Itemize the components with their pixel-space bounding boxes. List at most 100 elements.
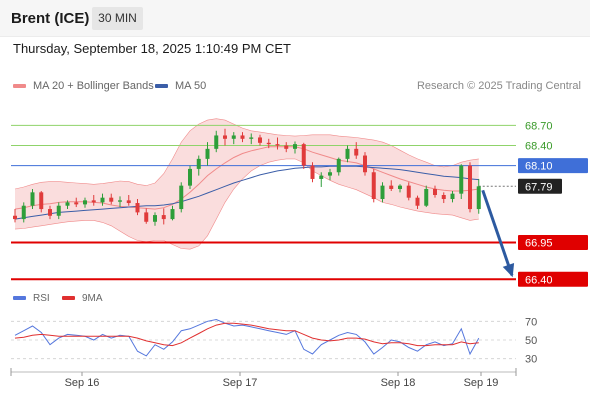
candle: [196, 155, 201, 176]
candle-body: [249, 137, 254, 139]
price-tag-67-79: [518, 178, 562, 194]
legend-label: 9MA: [82, 293, 103, 304]
candle-body: [433, 188, 437, 196]
candle-body: [91, 200, 96, 203]
candle-body: [231, 135, 236, 139]
candle: [441, 192, 446, 204]
rsi-ma-line: [14, 322, 479, 347]
legend-9ma: 9MA: [62, 293, 103, 304]
candle: [74, 197, 79, 208]
candle-body: [205, 148, 210, 159]
candle-body: [179, 185, 184, 210]
candle-body: [240, 135, 245, 139]
legend-ma20-bollinger: MA 20 + Bollinger Bands: [13, 80, 154, 92]
timestamp: Thursday, September 18, 2025 1:10:49 PM …: [13, 41, 291, 56]
rsi-swatch: [13, 296, 26, 301]
candle-body: [345, 148, 350, 159]
price-label-67-79: 67.79: [525, 181, 553, 193]
candle-body: [30, 192, 35, 206]
candle: [258, 134, 262, 146]
bollinger-band: [15, 118, 479, 250]
candle: [91, 195, 96, 206]
9ma-swatch: [62, 296, 75, 301]
candle-body: [74, 202, 79, 205]
candle-body: [56, 205, 61, 216]
candle: [205, 142, 210, 166]
candle: [153, 212, 157, 226]
candle: [135, 199, 140, 216]
candle-body: [441, 195, 446, 200]
candle: [249, 133, 254, 145]
candle-body: [398, 185, 402, 189]
candle-body: [284, 145, 289, 149]
candle-body: [310, 165, 315, 179]
candle-body: [415, 197, 420, 206]
candle-body: [196, 158, 201, 169]
price-label-66-40: 66.40: [525, 274, 553, 286]
candle: [406, 182, 411, 201]
candle-body: [293, 144, 297, 149]
x-tick-label: Sep 18: [381, 377, 416, 389]
candle: [319, 172, 324, 187]
x-tick-label: Sep 16: [65, 377, 100, 389]
candle-body: [144, 212, 149, 222]
candle: [214, 130, 219, 153]
candle: [48, 205, 52, 220]
price-tag-66-95: [518, 235, 588, 251]
rsi-tick-30: 30: [525, 354, 537, 366]
candle-body: [126, 200, 131, 204]
candle: [354, 142, 359, 159]
candle-body: [13, 215, 17, 220]
rsi-tick-50: 50: [525, 335, 537, 347]
ma50-swatch: [155, 84, 168, 89]
candle-body: [450, 193, 455, 200]
price-label-68-70: 68.70: [525, 120, 553, 132]
candle-body: [21, 205, 26, 220]
candle-body: [39, 192, 44, 210]
candle: [21, 202, 26, 223]
candle: [293, 141, 297, 154]
candle: [126, 195, 131, 206]
candle-body: [258, 137, 262, 143]
candle: [476, 178, 481, 214]
candle-body: [301, 144, 306, 166]
timeframe-button[interactable]: 30 MIN: [92, 7, 143, 30]
candle-body: [48, 209, 52, 216]
price-tag-68-10: [518, 158, 588, 174]
candle-body: [476, 186, 481, 210]
forecast-arrow-shaft: [481, 189, 514, 276]
price-tag-66-40: [518, 271, 588, 287]
candle-body: [170, 209, 175, 220]
candle-body: [161, 215, 166, 220]
candle: [284, 142, 289, 153]
candle: [83, 197, 87, 208]
candle-body: [214, 135, 219, 149]
forecast-arrow-head: [502, 262, 515, 278]
candle: [389, 180, 394, 191]
candle-body: [109, 197, 114, 202]
candle: [371, 168, 376, 203]
candle: [144, 208, 149, 224]
candle: [13, 209, 17, 223]
candle-body: [319, 175, 324, 179]
candle: [424, 185, 429, 208]
candle: [328, 168, 332, 181]
candle-body: [153, 215, 157, 222]
candle: [231, 132, 236, 145]
legend-label: RSI: [33, 293, 50, 304]
copyright: Research © 2025 Trading Central: [416, 80, 581, 92]
candle: [30, 188, 35, 210]
candle-body: [354, 148, 359, 156]
candle: [240, 132, 245, 143]
legend-ma50: MA 50: [155, 80, 206, 92]
bollinger-upper-line: [14, 118, 479, 190]
candle: [109, 193, 114, 205]
x-tick-label: Sep 17: [223, 377, 258, 389]
candle: [398, 184, 402, 193]
candle: [450, 190, 455, 203]
candle: [170, 205, 175, 221]
candle: [363, 152, 367, 176]
candle: [39, 190, 44, 213]
candle-body: [188, 168, 192, 186]
